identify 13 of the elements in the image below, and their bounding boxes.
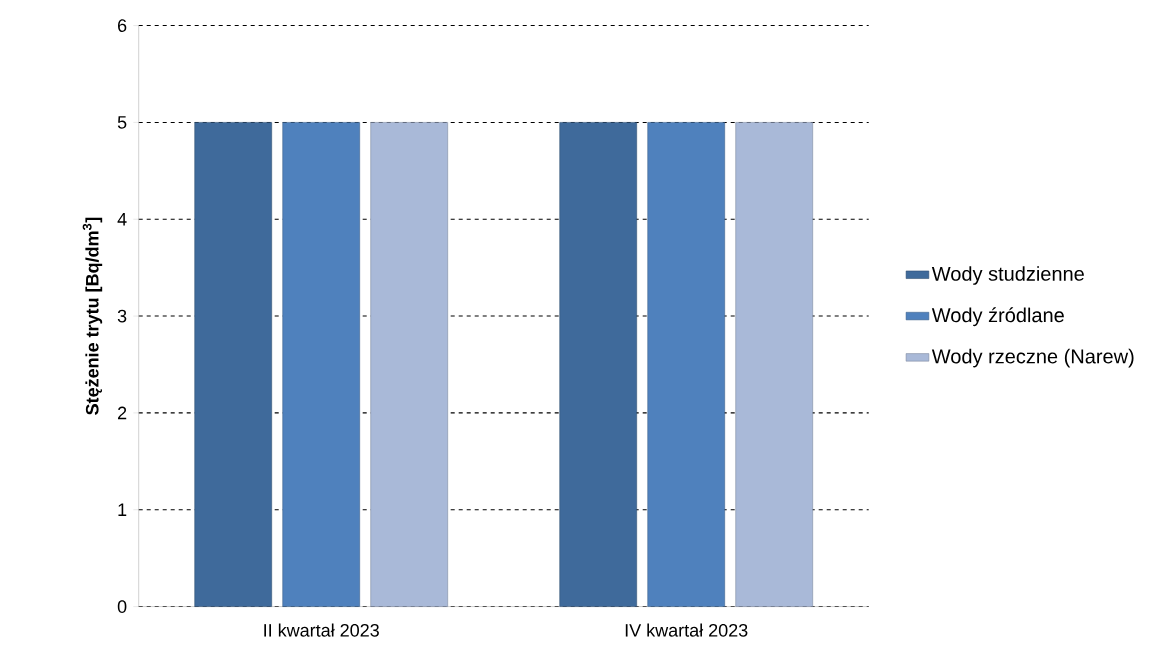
x-tick-label: II kwartał 2023 [264,623,379,637]
y-tick-label: 2 [118,406,127,420]
y-tick-label: 3 [117,309,127,323]
y-tick-label: 1 [118,503,127,516]
y-tick-label: 0 [117,600,127,613]
legend-label: Wody rzeczne (Narew) [931,348,1134,368]
legend-label: Wody źródlane [931,307,1064,327]
y-tick-label: 4 [117,213,127,226]
y-axis-title: Stężenie trytu [Bq/dm$^{3}$] [82,217,103,415]
y-tick-label: 6 [118,19,127,32]
y-tick-label: 5 [117,116,127,129]
x-tick-label: IV kwartał 2023 [625,623,748,637]
legend-label: Wody studzienne [931,266,1084,285]
